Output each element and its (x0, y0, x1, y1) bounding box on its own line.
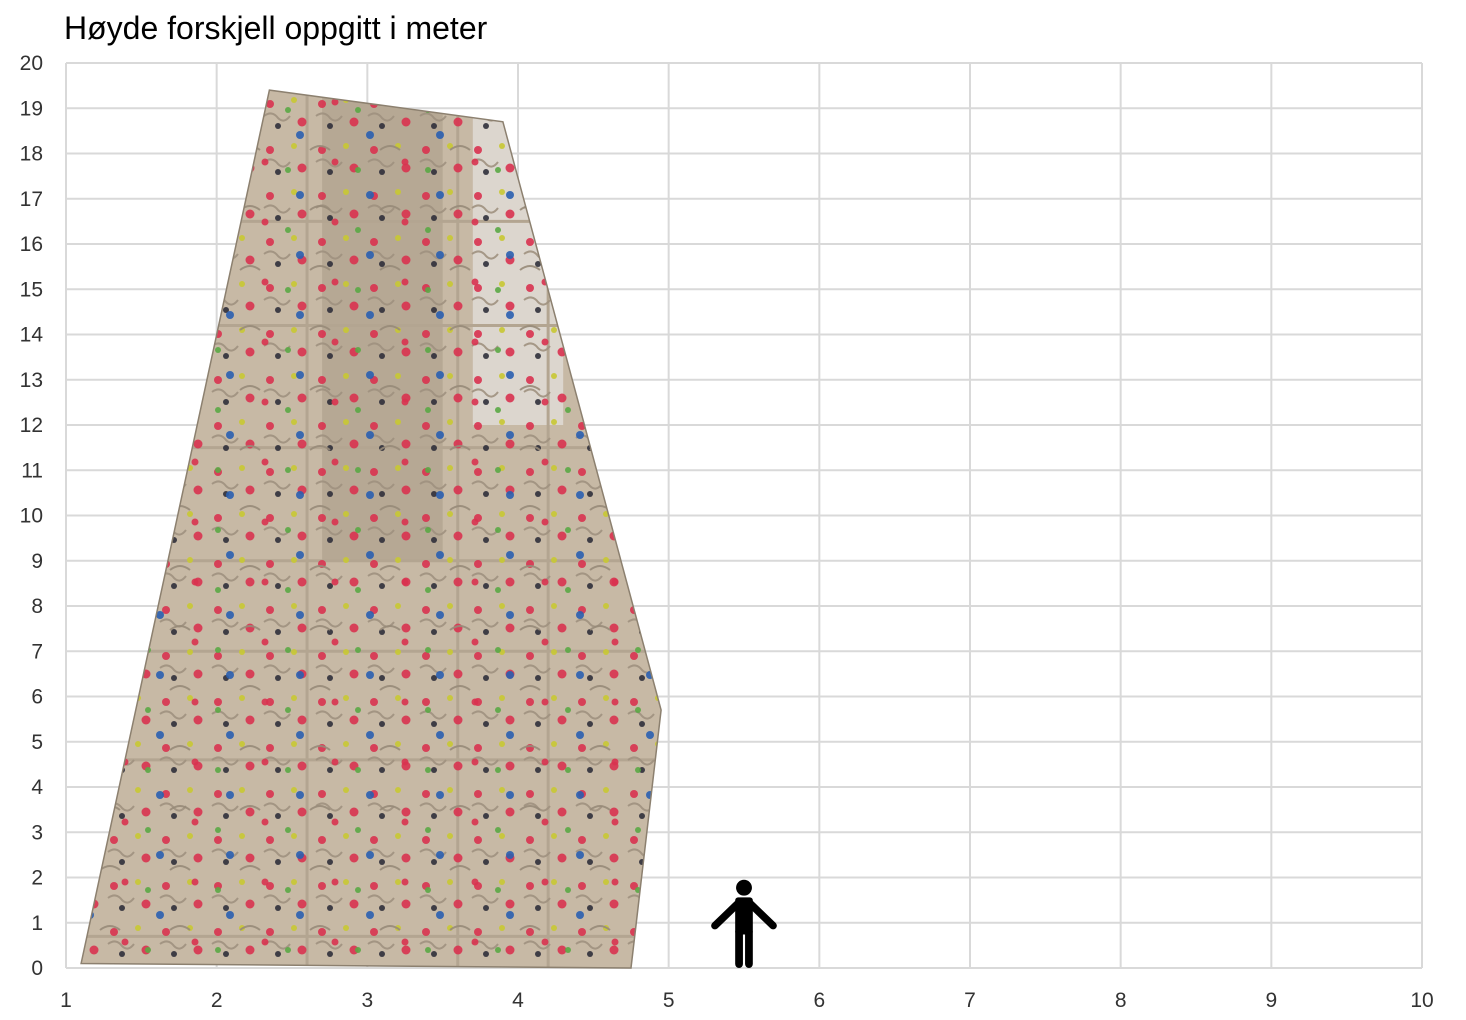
x-tick-label: 8 (1115, 989, 1127, 1012)
y-tick-label: 12 (20, 414, 43, 437)
y-tick-label: 0 (31, 957, 43, 980)
y-tick-label: 17 (20, 188, 43, 211)
person-head (736, 879, 752, 896)
y-tick-label: 3 (31, 821, 43, 844)
y-tick-label: 8 (31, 595, 43, 618)
x-tick-label: 5 (663, 989, 675, 1012)
x-tick-label: 3 (361, 989, 373, 1012)
chart-title: Høyde forskjell oppgitt i meter (64, 10, 488, 46)
y-tick-label: 1 (31, 912, 43, 935)
y-tick-label: 6 (31, 686, 43, 709)
x-tick-label: 2 (211, 989, 223, 1012)
x-tick-label: 1 (60, 989, 72, 1012)
x-tick-label: 6 (813, 989, 825, 1012)
y-tick-label: 7 (31, 640, 43, 663)
x-tick-label: 10 (1410, 989, 1433, 1012)
y-tick-label: 2 (31, 867, 43, 890)
y-tick-label: 5 (31, 731, 43, 754)
x-axis-ticks: 1 2 3 4 5 6 7 8 9 10 (60, 989, 1434, 1012)
y-tick-label: 16 (20, 233, 43, 256)
x-tick-label: 9 (1265, 989, 1277, 1012)
y-tick-label: 4 (31, 776, 43, 799)
y-tick-label: 10 (20, 505, 43, 528)
person-icon (711, 879, 777, 968)
y-tick-label: 14 (20, 324, 44, 347)
x-tick-label: 4 (512, 989, 524, 1012)
y-tick-label: 20 (20, 52, 43, 75)
y-tick-label: 13 (20, 369, 43, 392)
y-tick-label: 18 (20, 143, 43, 166)
y-tick-label: 11 (21, 459, 43, 482)
x-tick-label: 7 (964, 989, 976, 1012)
y-tick-label: 15 (20, 278, 43, 301)
y-tick-label: 9 (31, 550, 43, 573)
y-tick-label: 19 (20, 97, 43, 120)
